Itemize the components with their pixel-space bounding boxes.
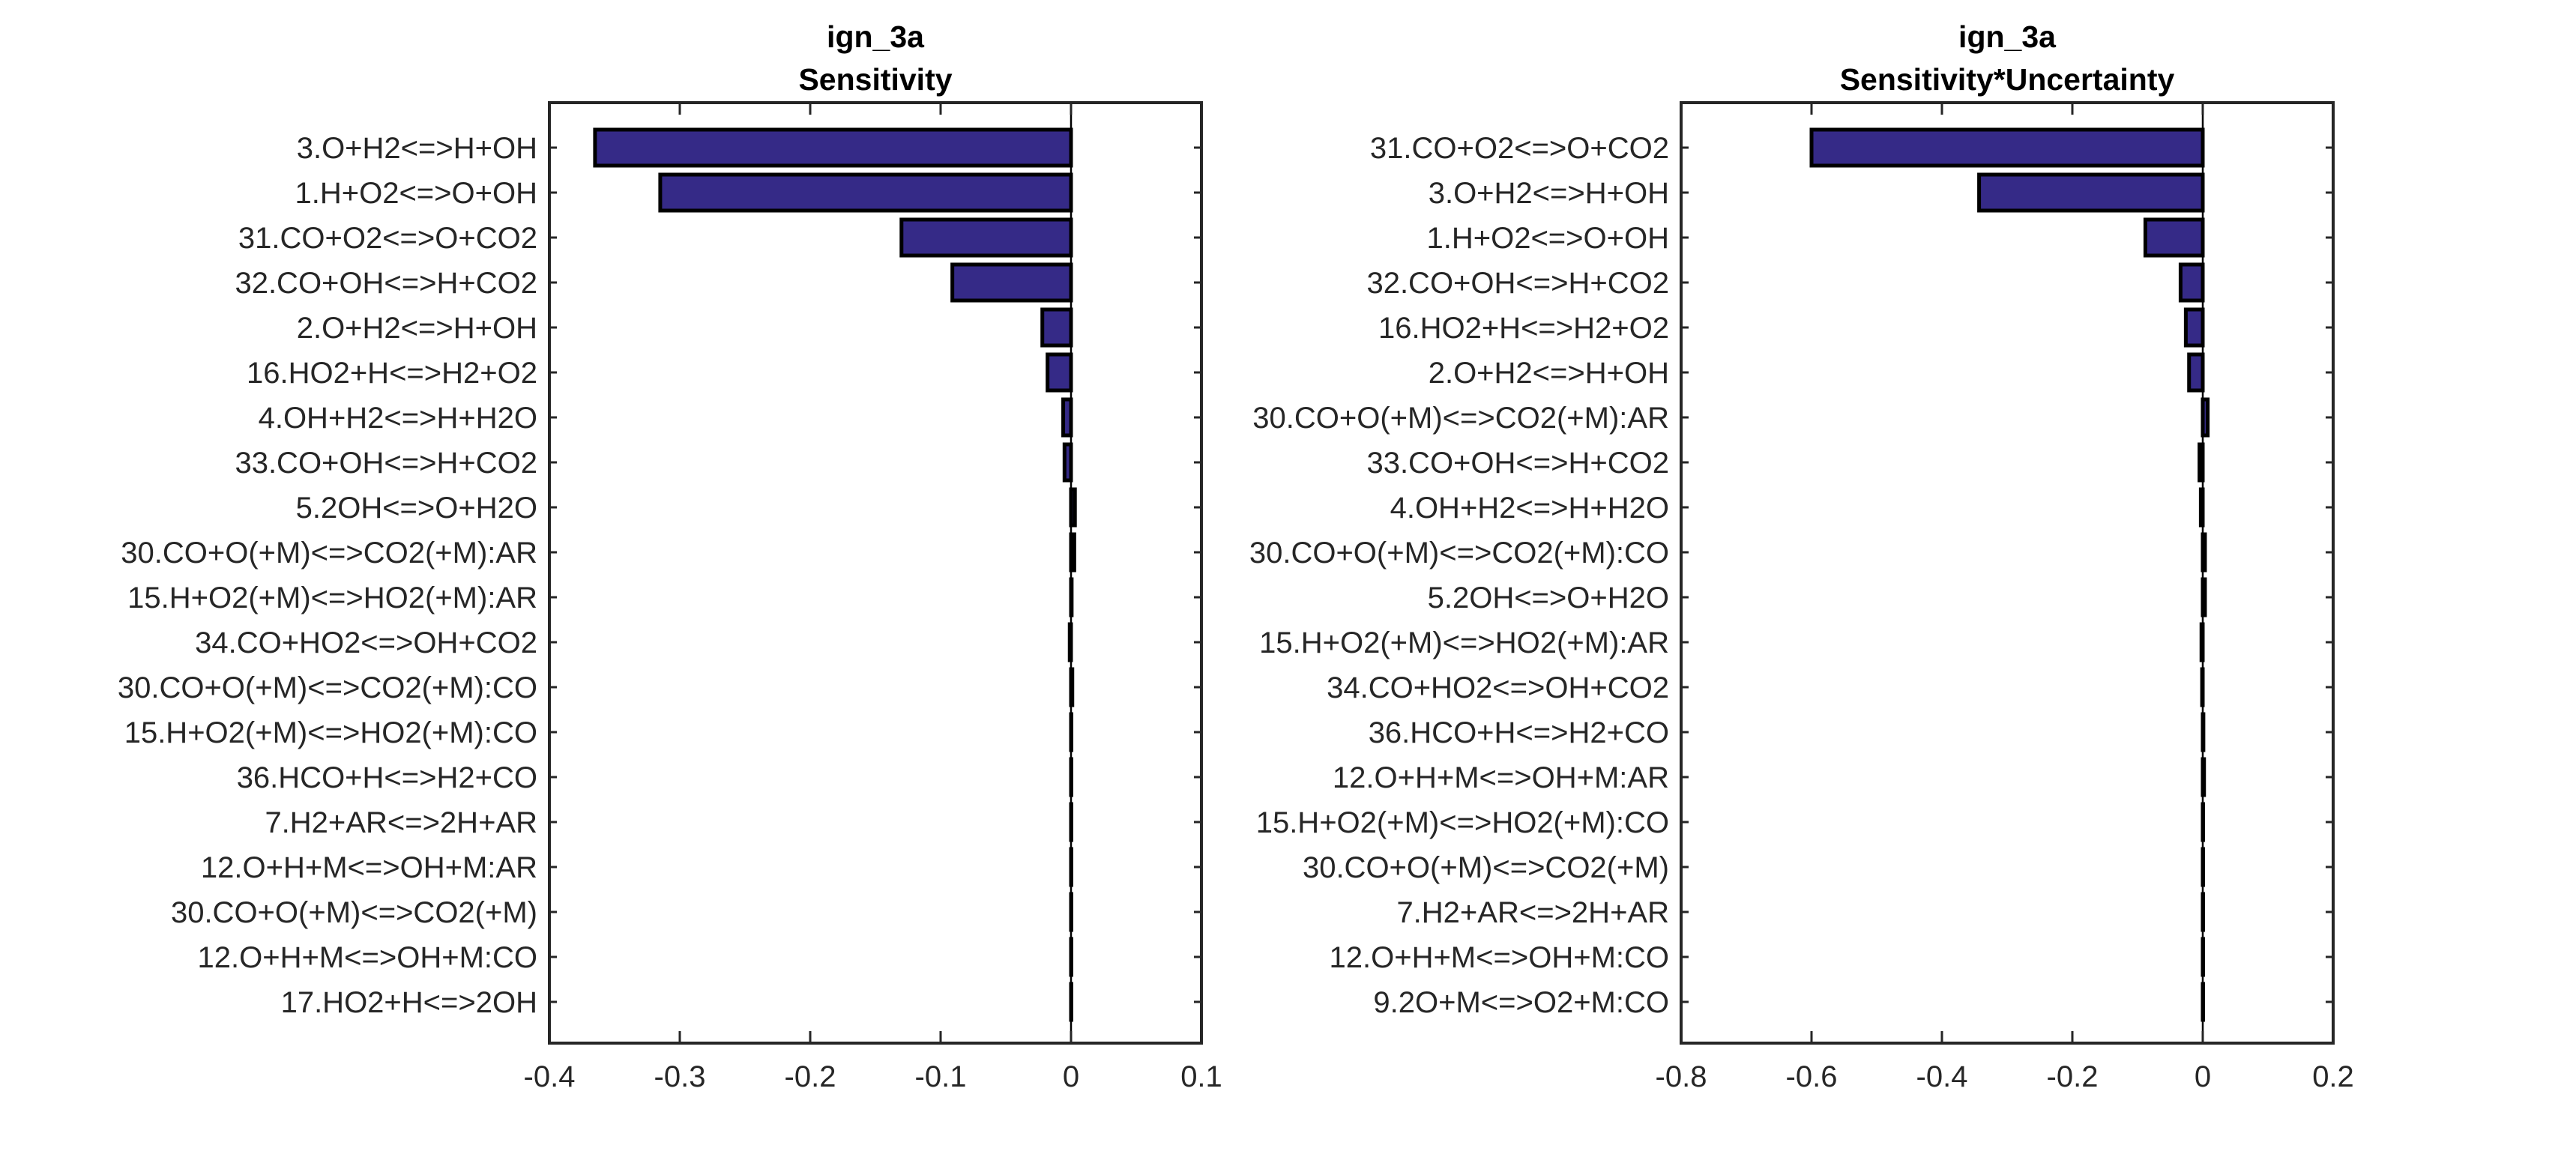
x-tick-label: -0.6 [1786,1060,1838,1093]
chart-subtitle: Sensitivity [798,62,952,97]
axes [548,101,1203,1045]
y-tick-label: 30.CO+O(+M)<=>CO2(+M) [171,896,537,929]
chart-title: ign_3a [827,19,925,54]
bar [899,217,1073,258]
y-tick-label: 4.OH+H2<=>H+H2O [1390,492,1669,525]
y-tick-label: 3.O+H2<=>H+OH [297,132,537,165]
y-tick-label: 12.O+H+M<=>OH+M:CO [1329,941,1669,974]
y-tick-label: 30.CO+O(+M)<=>CO2(+M) [1303,851,1669,884]
bar [1062,442,1073,483]
y-tick-label: 5.2OH<=>O+H2O [296,492,537,525]
y-tick-label: 16.HO2+H<=>H2+O2 [247,357,537,390]
chart-subtitle: Sensitivity*Uncertainty [1840,62,2175,97]
x-tick-labels: -0.4 -0.3 -0.2 -0.1 0 0.1 [524,1060,1222,1093]
x-tick-label: 0 [2195,1060,2211,1093]
y-tick-label: 2.O+H2<=>H+OH [1429,357,1669,390]
y-tick-label: 4.OH+H2<=>H+H2O [259,402,537,435]
y-tick-label: 36.HCO+H<=>H2+CO [1369,716,1669,749]
y-tick-label: 31.CO+O2<=>O+CO2 [238,222,537,255]
y-tick-label: 12.O+H+M<=>OH+M:AR [201,851,537,884]
y-tick-label: 7.H2+AR<=>2H+AR [265,806,537,839]
y-tick-label: 12.O+H+M<=>OH+M:AR [1333,761,1669,794]
y-tick-label: 3.O+H2<=>H+OH [1429,177,1669,210]
y-tick-label: 30.CO+O(+M)<=>CO2(+M):CO [118,671,537,704]
y-tick-label: 30.CO+O(+M)<=>CO2(+M):AR [1252,402,1669,435]
bar [2143,217,2205,258]
y-tick-label: 34.CO+HO2<=>OH+CO2 [1327,671,1669,704]
x-tick-label: -0.4 [1916,1060,1968,1093]
y-tick-label: 9.2O+M<=>O2+M:CO [1373,986,1669,1019]
bar [1809,127,2205,168]
bar [2178,262,2205,303]
y-tick-label: 17.HO2+H<=>2OH [281,986,537,1019]
y-tick-label: 12.O+H+M<=>OH+M:CO [197,941,537,974]
bar [658,172,1073,213]
bars [1809,127,2210,1022]
y-tick-label: 2.O+H2<=>H+OH [297,312,537,345]
y-tick-label: 1.H+O2<=>O+OH [1426,222,1669,255]
y-tick-label: 16.HO2+H<=>H2+O2 [1378,312,1669,345]
y-tick-labels: 3.O+H2<=>H+OH 1.H+O2<=>O+OH 31.CO+O2<=>O+C… [118,132,537,1019]
x-tick-label: -0.4 [524,1060,576,1093]
x-tick-label: 0.1 [1180,1060,1222,1093]
x-tick-label: -0.8 [1656,1060,1707,1093]
bar [593,127,1073,168]
y-tick-label: 7.H2+AR<=>2H+AR [1396,896,1669,929]
bar [1040,307,1073,348]
axes [1680,101,2335,1045]
y-tick-label: 1.H+O2<=>O+OH [295,177,537,210]
chart-title: ign_3a [1958,19,2057,54]
x-tick-label: -0.2 [785,1060,836,1093]
bar [1977,172,2205,213]
y-tick-label: 32.CO+OH<=>H+CO2 [1366,267,1669,300]
y-tick-label: 31.CO+O2<=>O+CO2 [1370,132,1669,165]
sensitivity-uncertainty-chart: ign_3a Sensitivity*Uncertainty 31.CO+O2<… [1249,19,2354,1093]
x-tick-label: 0.2 [2312,1060,2354,1093]
y-tick-label: 15.H+O2(+M)<=>HO2(+M):AR [127,582,537,614]
y-tick-label: 33.CO+OH<=>H+CO2 [1366,447,1669,480]
x-tick-label: -0.2 [2047,1060,2099,1093]
y-tick-label: 15.H+O2(+M)<=>HO2(+M):AR [1259,626,1669,659]
bar [950,262,1073,303]
axes-box [1680,101,2335,1045]
y-tick-label: 30.CO+O(+M)<=>CO2(+M):CO [1249,537,1669,570]
axes-box [548,101,1203,1045]
y-tick-label: 33.CO+OH<=>H+CO2 [235,447,537,480]
y-tick-label: 5.2OH<=>O+H2O [1428,582,1669,614]
bar [1046,352,1073,393]
y-tick-label: 36.HCO+H<=>H2+CO [237,761,537,794]
y-tick-label: 15.H+O2(+M)<=>HO2(+M):CO [1256,806,1669,839]
sensitivity-chart: ign_3a Sensitivity 3.O+H2<=>H+OH 1.H+O2<=… [118,19,1222,1093]
x-tick-labels: -0.8 -0.6 -0.4 -0.2 0 0.2 [1656,1060,2354,1093]
x-tick-label: 0 [1063,1060,1079,1093]
bar [2183,307,2205,348]
x-tick-label: -0.3 [654,1060,706,1093]
y-tick-label: 15.H+O2(+M)<=>HO2(+M):CO [124,716,537,749]
bar [2187,352,2205,393]
bar [1061,397,1073,438]
x-tick-label: -0.1 [915,1060,967,1093]
y-tick-label: 34.CO+HO2<=>OH+CO2 [195,626,537,659]
y-tick-label: 30.CO+O(+M)<=>CO2(+M):AR [121,537,537,570]
y-tick-label: 32.CO+OH<=>H+CO2 [235,267,537,300]
y-tick-labels: 31.CO+O2<=>O+CO2 3.O+H2<=>H+OH 1.H+O2<=>O+… [1249,132,1669,1019]
